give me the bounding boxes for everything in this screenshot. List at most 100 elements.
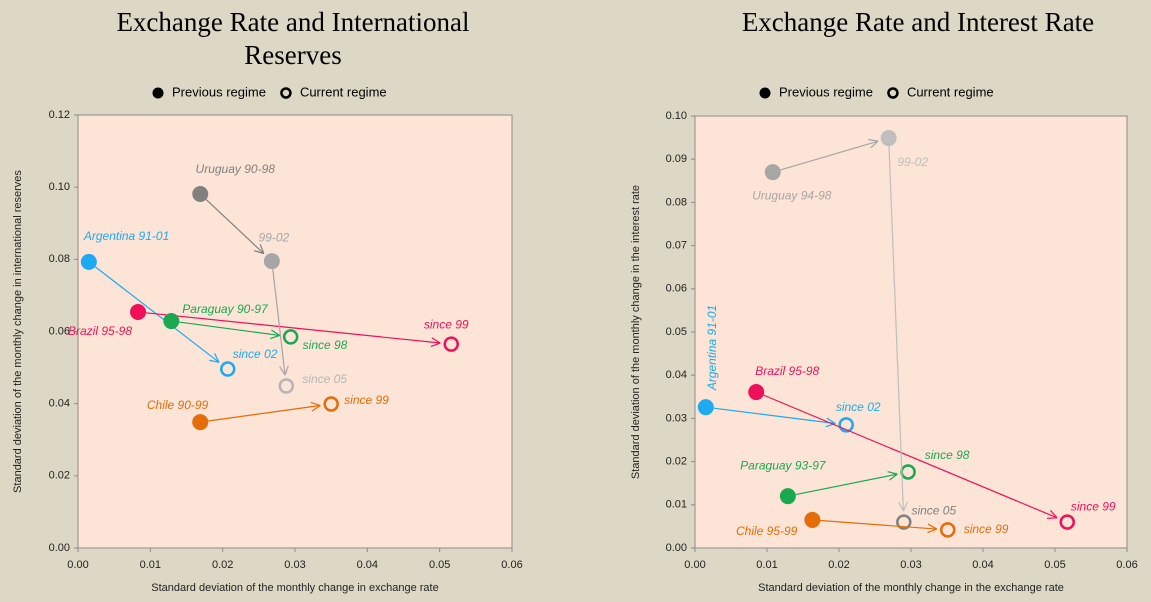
- point: [779, 488, 796, 505]
- arrow-head: [284, 365, 289, 376]
- point: [443, 336, 459, 352]
- point-label: since 98: [925, 448, 970, 462]
- point: [263, 253, 280, 270]
- legend-marker: [887, 87, 899, 99]
- point-label: since 99: [964, 522, 1009, 536]
- point: [278, 378, 295, 394]
- arrow: [208, 404, 321, 422]
- arrow: [888, 146, 904, 512]
- y-tick-label: 0.12: [49, 109, 70, 121]
- chart-title: Exchange Rate and International Reserves: [116, 7, 470, 70]
- arrow-head: [214, 353, 220, 363]
- y-tick-label: 0.07: [666, 240, 687, 252]
- y-tick-label: 0.04: [666, 369, 687, 381]
- x-tick-label: 0.02: [212, 559, 233, 571]
- x-tick-label: 0.01: [140, 559, 161, 571]
- point: [192, 414, 209, 431]
- arrow-head: [868, 138, 879, 142]
- y-tick-label: 0.08: [666, 196, 687, 208]
- y-tick-label: 0.04: [49, 398, 70, 410]
- point-label: Chile 90-99: [147, 398, 209, 412]
- point-label: since 99: [344, 393, 389, 407]
- arrow-head: [271, 329, 281, 336]
- point-label: 99-02: [897, 155, 928, 169]
- arrow-head: [311, 405, 321, 412]
- point-label: Brazil 95-98: [68, 324, 132, 338]
- arrow-head: [310, 401, 321, 407]
- x-tick-label: 0.06: [1116, 559, 1137, 571]
- y-tick-label: 0.02: [49, 470, 70, 482]
- point-label: since 05: [911, 503, 956, 517]
- point-label: 99-02: [259, 230, 290, 244]
- point: [163, 313, 180, 330]
- legend-label: Previous regime: [779, 84, 873, 99]
- arrow-head: [902, 501, 908, 512]
- point: [939, 522, 956, 538]
- y-tick-label: 0.00: [666, 542, 687, 554]
- arrow: [179, 321, 280, 337]
- y-axis-label: Standard deviation of the monthly change…: [630, 185, 642, 479]
- point: [192, 186, 209, 203]
- legend-label: Previous regime: [172, 84, 266, 99]
- point-label: Argentina 91-01: [705, 305, 719, 391]
- point-label: Chile 95-99: [736, 524, 798, 538]
- y-tick-label: 0.05: [666, 326, 687, 338]
- arrow-head: [887, 471, 898, 475]
- x-tick-label: 0.01: [756, 559, 777, 571]
- point-label: since 98: [303, 338, 348, 352]
- x-axis-label: Standard deviation of the monthly change…: [151, 582, 438, 594]
- arrow: [205, 199, 265, 255]
- arrow-head: [1047, 517, 1058, 519]
- x-tick-label: 0.05: [1044, 559, 1065, 571]
- y-tick-label: 0.08: [49, 253, 70, 265]
- x-tick-label: 0.05: [429, 559, 450, 571]
- y-tick-label: 0.06: [666, 283, 687, 295]
- y-tick-label: 0.10: [666, 110, 687, 122]
- point-label: since 05: [302, 372, 347, 386]
- point-label: Argentina 91-01: [83, 229, 169, 243]
- point: [219, 361, 236, 377]
- point-label: Paraguay 93-97: [740, 458, 827, 472]
- legend-label: Current regime: [300, 84, 387, 99]
- y-axis-label: Standard deviation of the monthly change…: [12, 170, 24, 493]
- y-tick-label: 0.01: [666, 499, 687, 511]
- point: [838, 417, 854, 433]
- y-tick-label: 0.00: [49, 542, 70, 554]
- plot-area: [77, 114, 513, 549]
- point-label: since 99: [1071, 499, 1116, 513]
- arrow-head: [254, 250, 265, 255]
- point: [1059, 514, 1075, 530]
- arrow: [713, 407, 836, 425]
- x-tick-label: 0.04: [357, 559, 378, 571]
- point: [282, 329, 299, 345]
- point-label: Uruguay 90-98: [196, 162, 276, 176]
- point: [748, 384, 765, 401]
- arrow-head: [430, 342, 441, 347]
- arrow: [795, 473, 898, 496]
- arrow-head: [270, 334, 280, 340]
- arrow-head: [826, 417, 836, 425]
- plot-area: [694, 115, 1128, 549]
- x-tick-label: 0.02: [828, 559, 849, 571]
- y-tick-label: 0.09: [666, 153, 687, 165]
- x-tick-label: 0.00: [67, 559, 88, 571]
- chart-title: Exchange Rate and Interest Rate: [741, 7, 1095, 37]
- arrow-head: [898, 501, 904, 512]
- arrow-head: [889, 473, 898, 481]
- point-label: since 02: [233, 347, 278, 361]
- legend-marker: [280, 87, 292, 99]
- point: [130, 304, 147, 321]
- arrow: [820, 519, 937, 530]
- point: [323, 396, 339, 412]
- y-tick-label: 0.10: [49, 181, 70, 193]
- legend-label: Current regime: [907, 84, 994, 99]
- arrow-head: [209, 359, 220, 363]
- x-tick-label: 0.04: [972, 559, 993, 571]
- arrow-head: [927, 523, 938, 530]
- arrow-head: [431, 337, 441, 344]
- point: [804, 511, 821, 528]
- arrow-head: [870, 140, 879, 149]
- arrow-head: [259, 244, 265, 254]
- x-tick-label: 0.03: [900, 559, 921, 571]
